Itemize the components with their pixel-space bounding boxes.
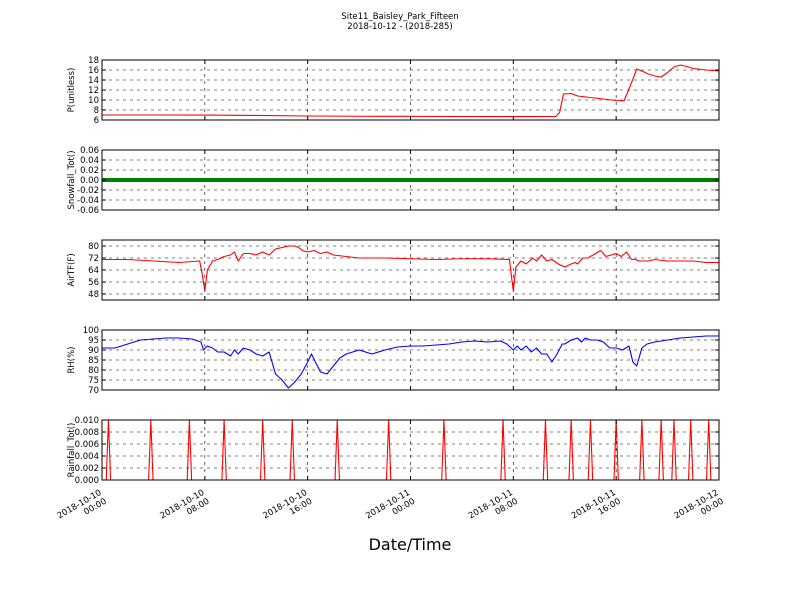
x-tick-label: 2018-10-1108:00 xyxy=(467,488,520,530)
rainfall-spike xyxy=(385,419,392,481)
rainfall-spike xyxy=(186,419,193,481)
y-tick-label: 8 xyxy=(94,106,99,116)
y-tick-label: 0.008 xyxy=(75,428,99,438)
y-tick-label: -0.02 xyxy=(77,186,99,196)
y-axis-label: Rainfall_Tot() xyxy=(67,423,77,478)
x-axis-label: Date/Time xyxy=(369,535,452,554)
rainfall-spike xyxy=(259,419,266,481)
y-axis-label: Snowfall_Tot() xyxy=(67,150,77,209)
y-tick-label: -0.06 xyxy=(77,206,99,216)
y-tick-label: 18 xyxy=(88,56,99,66)
rainfall-spike xyxy=(639,419,645,481)
y-tick-label: 0.006 xyxy=(75,440,99,450)
rainfall-spike xyxy=(441,419,447,481)
y-tick-label: 70 xyxy=(88,386,99,396)
x-tick-label: 2018-10-1008:00 xyxy=(159,488,212,530)
y-tick-label: 6 xyxy=(94,116,99,126)
rainfall-spike xyxy=(148,419,154,481)
y-tick-label: 0.00 xyxy=(80,176,99,186)
y-tick-label: 100 xyxy=(83,326,99,336)
y-tick-label: 12 xyxy=(88,86,99,96)
y-tick-label: 16 xyxy=(88,66,99,76)
y-tick-label: 0.02 xyxy=(80,166,99,176)
y-tick-label: 75 xyxy=(88,376,99,386)
rainfall-spike xyxy=(671,419,677,481)
y-tick-label: 0.010 xyxy=(75,416,99,426)
y-axis-label: P(unitless) xyxy=(67,68,77,113)
panel-3-series-line xyxy=(102,245,719,292)
rainfall-spike xyxy=(500,419,506,481)
x-tick-label: 2018-10-1200:00 xyxy=(673,488,726,530)
rainfall-spike xyxy=(542,419,549,481)
chart-panels: 681012141618P(unitless)-0.06-0.04-0.020.… xyxy=(67,56,720,486)
y-tick-label: 56 xyxy=(88,278,99,288)
y-tick-label: 0.000 xyxy=(75,476,99,486)
x-tick-label: 2018-10-1000:00 xyxy=(56,488,109,530)
panel-4-series-line xyxy=(102,335,719,389)
x-tick-label: 2018-10-1016:00 xyxy=(261,488,314,530)
rainfall-spike xyxy=(568,419,574,481)
y-tick-label: 0.002 xyxy=(75,464,99,474)
rainfall-spike xyxy=(105,419,112,481)
rainfall-spike xyxy=(334,419,340,481)
y-tick-label: -0.04 xyxy=(77,196,99,206)
y-tick-label: 48 xyxy=(88,290,99,300)
y-axis-label: AirTF(F) xyxy=(67,253,77,286)
y-tick-label: 0.06 xyxy=(80,146,99,156)
x-tick-label: 2018-10-1116:00 xyxy=(570,488,623,530)
y-tick-label: 0.04 xyxy=(80,156,99,166)
rainfall-spike xyxy=(658,419,664,481)
y-tick-label: 90 xyxy=(88,346,99,356)
panel-2: -0.06-0.04-0.020.000.020.040.06Snowfall_… xyxy=(67,146,720,216)
rainfall-spike xyxy=(221,419,227,481)
panel-1-series-line xyxy=(102,64,720,118)
x-tick-label: 2018-10-1100:00 xyxy=(364,488,417,530)
panel-5: 0.000 0.002 0.004 0.006 0.008 0.010Rainfall_T… xyxy=(67,416,720,486)
chart-subtitle: 2018-10-12 - (2018-285) xyxy=(347,22,452,32)
chart-title: Site11_Baisley_Park_Fifteen xyxy=(341,12,458,22)
x-axis-ticks: 2018-10-1000:00 2018-10-1008:00 2018-10-10… xyxy=(56,488,726,530)
rainfall-spike xyxy=(687,419,694,481)
y-tick-label: 80 xyxy=(88,242,99,252)
y-tick-label: 0.004 xyxy=(75,452,99,462)
y-axis-label: RH(%) xyxy=(67,346,77,373)
y-tick-label: 95 xyxy=(88,336,99,346)
y-tick-label: 80 xyxy=(88,366,99,376)
rainfall-spike xyxy=(705,419,712,481)
y-tick-label: 72 xyxy=(88,254,99,264)
y-tick-label: 64 xyxy=(88,266,99,276)
rainfall-spike xyxy=(587,419,594,481)
y-tick-label: 85 xyxy=(88,356,99,366)
y-tick-label: 10 xyxy=(88,96,99,106)
rainfall-spike xyxy=(289,419,295,481)
panel-3: 48 56 64 72 80 AirTF(F) xyxy=(67,239,720,301)
y-tick-label: 14 xyxy=(88,76,99,86)
